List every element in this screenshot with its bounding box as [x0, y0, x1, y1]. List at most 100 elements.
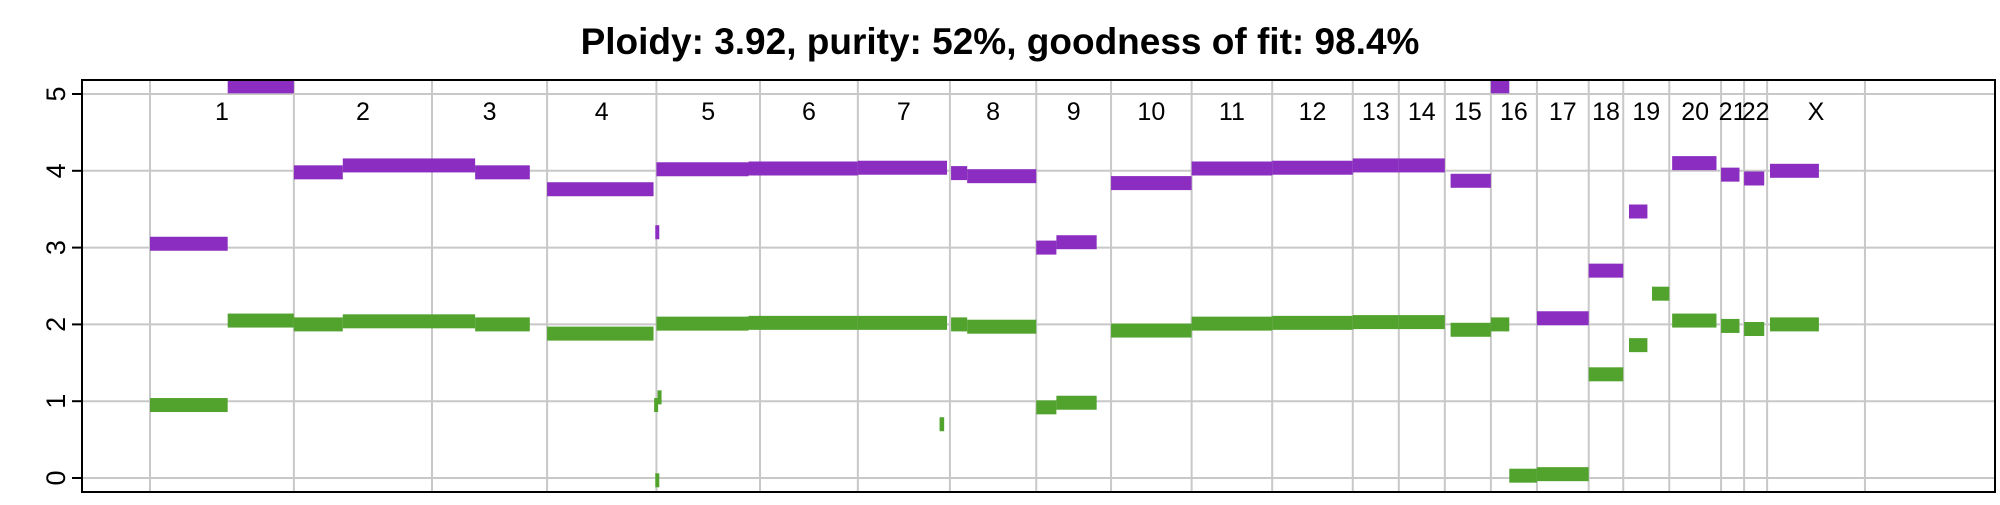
- cn-segment: [1036, 240, 1057, 255]
- cn-segment: [1036, 400, 1057, 415]
- cn-segment: [150, 398, 228, 413]
- cn-segment: [1721, 318, 1740, 333]
- y-axis: 0 1 2 3 4 5: [41, 86, 82, 486]
- cn-segment: [857, 160, 948, 175]
- cn-segment: [857, 315, 948, 330]
- cn-segment: [1272, 160, 1353, 175]
- chromosome-label: 14: [1408, 98, 1436, 126]
- cn-segment: [342, 314, 432, 329]
- cn-segment: [547, 326, 654, 341]
- chromosome-label: 16: [1500, 98, 1528, 126]
- y-tick-label: 3: [41, 240, 71, 255]
- cn-segment: [1672, 313, 1717, 328]
- cn-segment: [951, 166, 968, 181]
- chromosome-label: 9: [1067, 98, 1081, 126]
- cn-segment: [1398, 158, 1445, 173]
- cn-segment: [227, 79, 294, 94]
- cn-segment: [1490, 317, 1510, 332]
- chromosome-label: 12: [1299, 98, 1327, 126]
- chromosome-label: 19: [1632, 98, 1660, 126]
- cn-segment: [656, 316, 749, 331]
- grid-layer: [82, 80, 1995, 492]
- y-tick-label: 0: [41, 470, 71, 485]
- cn-segment: [1769, 163, 1819, 178]
- cn-segment: [654, 398, 659, 413]
- cn-segment: [293, 165, 343, 180]
- cn-segment: [1509, 468, 1537, 483]
- chromosome-label: 6: [802, 98, 816, 126]
- chromosome-label: 11: [1219, 98, 1245, 126]
- chromosome-label: 15: [1454, 98, 1482, 126]
- chromosome-label: 5: [701, 98, 715, 126]
- chromosome-label: 2: [356, 98, 370, 126]
- cn-segment: [547, 182, 654, 197]
- chromosome-label: 4: [595, 98, 609, 126]
- cn-segment: [342, 158, 432, 173]
- cn-segment: [1450, 173, 1491, 188]
- cn-segment: [1056, 395, 1097, 410]
- cn-segment: [431, 158, 476, 173]
- cn-segment: [655, 225, 660, 240]
- chromosome-label: 21: [1719, 98, 1747, 126]
- cn-segment: [1652, 286, 1670, 301]
- cn-segment: [748, 315, 858, 330]
- series-minor-copy-number: [150, 286, 1819, 488]
- cn-segment: [748, 161, 858, 176]
- chromosome-label: 10: [1137, 98, 1165, 126]
- chromosome-label: 7: [897, 98, 911, 126]
- cn-segment: [1628, 204, 1648, 219]
- y-tick-label: 1: [41, 394, 71, 409]
- cn-segment: [655, 473, 660, 488]
- cn-segment: [475, 165, 530, 180]
- plot-frame: [81, 79, 1996, 493]
- cn-segment: [1744, 322, 1765, 337]
- cn-segment: [1056, 235, 1097, 250]
- y-tick-label: 5: [41, 86, 71, 101]
- cn-segment: [1628, 338, 1648, 353]
- cn-segment: [967, 169, 1037, 184]
- cn-segment: [1769, 317, 1819, 332]
- y-tick-label: 4: [41, 163, 71, 178]
- y-tick-label: 2: [41, 317, 71, 332]
- chromosome-label: 3: [483, 98, 497, 126]
- chromosome-label: 8: [986, 98, 1000, 126]
- cn-segment: [1490, 79, 1510, 94]
- cn-segment: [475, 317, 530, 332]
- cn-segment: [1272, 315, 1353, 330]
- cn-segment: [951, 317, 968, 332]
- series-layer: [150, 79, 1819, 488]
- cn-segment: [1450, 322, 1491, 337]
- cn-segment: [1191, 161, 1273, 176]
- chromosome-label: 22: [1742, 98, 1770, 126]
- cn-segment: [293, 317, 343, 332]
- cn-segment: [1111, 323, 1192, 338]
- cn-segment: [1352, 315, 1399, 330]
- cn-segment: [1398, 315, 1445, 330]
- chromosome-label: X: [1808, 98, 1825, 126]
- chromosome-label: 13: [1362, 98, 1390, 126]
- cn-segment: [1721, 167, 1740, 182]
- series-total-copy-number: [150, 79, 1819, 326]
- chromosome-label: 17: [1549, 98, 1577, 126]
- cn-segment: [1744, 171, 1765, 186]
- chart-title: Ploidy: 3.92, purity: 52%, goodness of f…: [581, 21, 1420, 62]
- cn-segment: [967, 319, 1037, 334]
- cn-segment: [1111, 176, 1192, 191]
- chromosome-label: 18: [1592, 98, 1620, 126]
- cn-segment: [657, 390, 662, 405]
- cn-segment: [150, 236, 228, 251]
- cn-segment: [431, 314, 476, 329]
- cn-segment: [1352, 158, 1399, 173]
- cn-segment: [1588, 367, 1624, 382]
- cn-segment: [656, 162, 749, 177]
- cn-segment: [227, 313, 294, 328]
- cn-segment: [1536, 311, 1589, 326]
- cn-segment: [1191, 316, 1273, 331]
- cn-segment: [1536, 467, 1589, 482]
- chromosome-label: 1: [215, 98, 229, 126]
- cn-segment: [939, 417, 945, 432]
- cn-segment: [1672, 156, 1717, 171]
